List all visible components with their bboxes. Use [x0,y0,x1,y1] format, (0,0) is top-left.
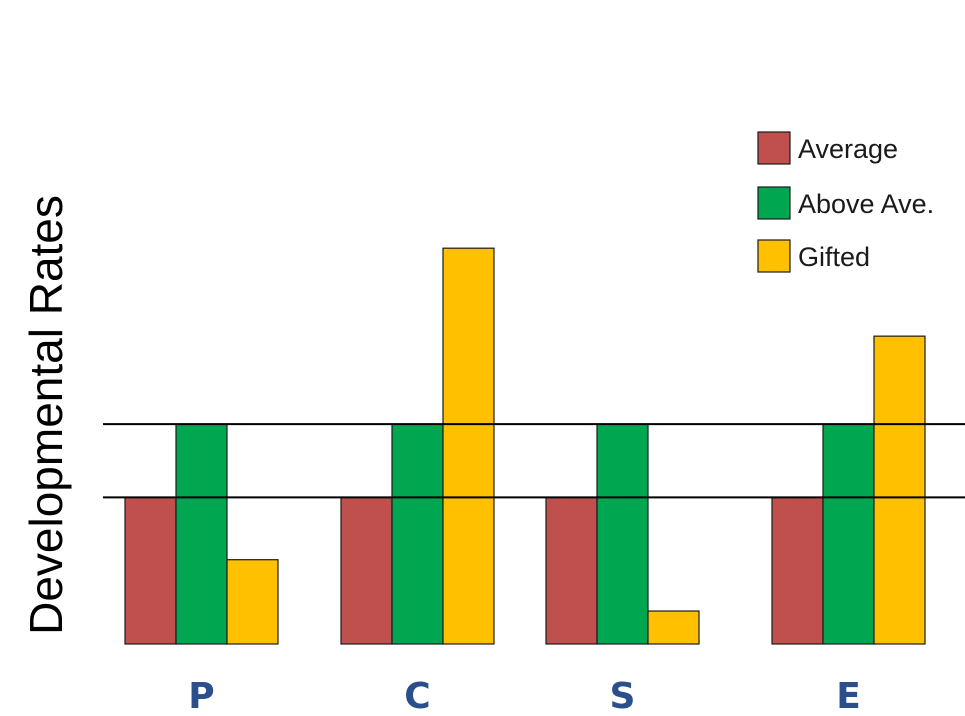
bar-p-average [124,496,177,645]
bar-p-gifted [226,559,279,645]
bar-e-gifted [873,335,926,645]
bar-c-gifted [442,247,495,645]
bar-s-gifted [647,610,700,645]
bars-layer [124,247,926,645]
legend-swatch-above-ave [757,186,791,220]
bar-s-average [545,496,598,645]
category-label-p: P [188,676,214,716]
legend-label-average: Average [798,134,898,164]
legend-label-gifted: Gifted [798,242,870,272]
category-label-c: C [404,676,430,716]
category-label-s: S [610,676,636,716]
bar-p-above-ave [175,423,228,645]
legend: Average Above Ave. Gifted [757,131,934,273]
category-label-e: E [836,676,861,716]
legend-label-above-ave: Above Ave. [798,189,934,219]
bar-e-above-ave [822,423,875,645]
bar-s-above-ave [596,423,649,645]
bar-e-average [771,496,824,645]
y-axis-label: Developmental Rates [20,195,72,635]
bar-c-average [340,496,393,645]
legend-swatch-average [757,131,791,165]
reference-lines [103,423,965,499]
legend-swatch-gifted [757,239,791,273]
bar-c-above-ave [391,423,444,645]
